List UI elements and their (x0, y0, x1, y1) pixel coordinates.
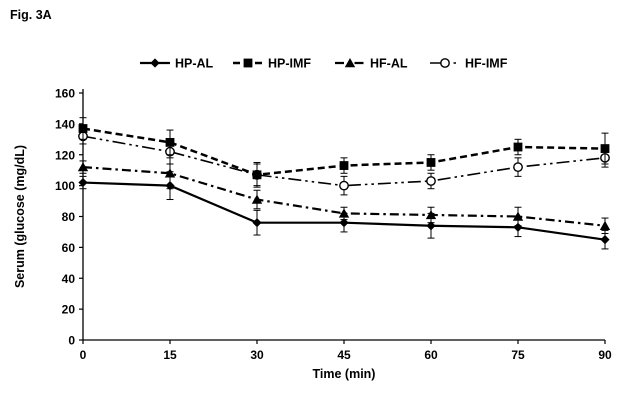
x-tick-label: 90 (598, 348, 612, 362)
y-tick-label: 20 (62, 303, 76, 317)
x-tick-label: 0 (80, 348, 87, 362)
y-tick-label: 80 (62, 210, 76, 224)
legend-label: HF-AL (370, 57, 408, 71)
diamond-filled-marker (513, 222, 523, 232)
triangle-filled-marker (77, 162, 89, 172)
diamond-filled-marker (165, 181, 175, 191)
circle-open-marker (426, 176, 436, 186)
square-filled-marker (78, 124, 88, 133)
diamond-filled-marker (600, 235, 610, 245)
x-axis-title: Time (min) (313, 367, 376, 381)
diamond-filled-marker (426, 221, 436, 231)
figure-label: Fig. 3A (10, 8, 52, 22)
x-tick-label: 45 (337, 348, 351, 362)
y-tick-label: 60 (62, 241, 76, 255)
triangle-filled-marker (251, 194, 263, 204)
legend-item-HF-IMF: HF-IMF (430, 57, 508, 71)
square-filled-marker (339, 161, 349, 170)
x-tick-label: 30 (250, 348, 264, 362)
y-axis-title: Serum (glucose (mg/dL) (13, 145, 27, 288)
y-tick-label: 140 (55, 117, 75, 131)
y-tick-label: 0 (68, 334, 75, 348)
square-filled-marker (513, 142, 523, 152)
series-HP-AL (78, 171, 610, 250)
diamond-filled-marker (150, 58, 160, 68)
square-filled-marker (243, 58, 253, 68)
y-tick-label: 120 (55, 148, 75, 162)
square-filled-marker (426, 158, 436, 167)
legend: HP-AL HP-IMF HF-AL HF-IMF (140, 57, 508, 71)
y-tick-label: 160 (55, 87, 75, 101)
legend-item-HF-AL: HF-AL (335, 57, 408, 71)
legend-item-HP-AL: HP-AL (140, 57, 214, 71)
legend-label: HF-IMF (465, 57, 508, 71)
series-HP-IMF (78, 117, 610, 188)
circle-open-marker (440, 58, 450, 68)
legend-item-HP-IMF: HP-IMF (233, 57, 311, 71)
legend-label: HP-AL (175, 57, 214, 71)
square-filled-marker (165, 138, 175, 147)
x-tick-label: 15 (163, 348, 177, 362)
legend-label: HP-IMF (268, 57, 311, 71)
y-tick-label: 100 (55, 179, 75, 193)
triangle-filled-marker (599, 220, 611, 230)
y-tick-label: 40 (62, 272, 76, 286)
circle-open-marker (513, 162, 523, 173)
square-filled-marker (600, 144, 610, 153)
x-tick-label: 75 (511, 348, 525, 362)
square-filled-marker (252, 170, 262, 180)
y-axis-ticks: 0 20 40 60 80 100 120 140 160 (55, 87, 83, 348)
diamond-filled-marker (339, 218, 349, 228)
circle-open-marker (339, 180, 349, 191)
x-tick-label: 60 (424, 348, 438, 362)
triangle-filled-marker (344, 58, 356, 68)
diamond-filled-marker (78, 177, 88, 188)
x-axis-ticks: 0 15 30 45 60 75 90 (80, 340, 612, 362)
diamond-filled-marker (252, 218, 262, 228)
